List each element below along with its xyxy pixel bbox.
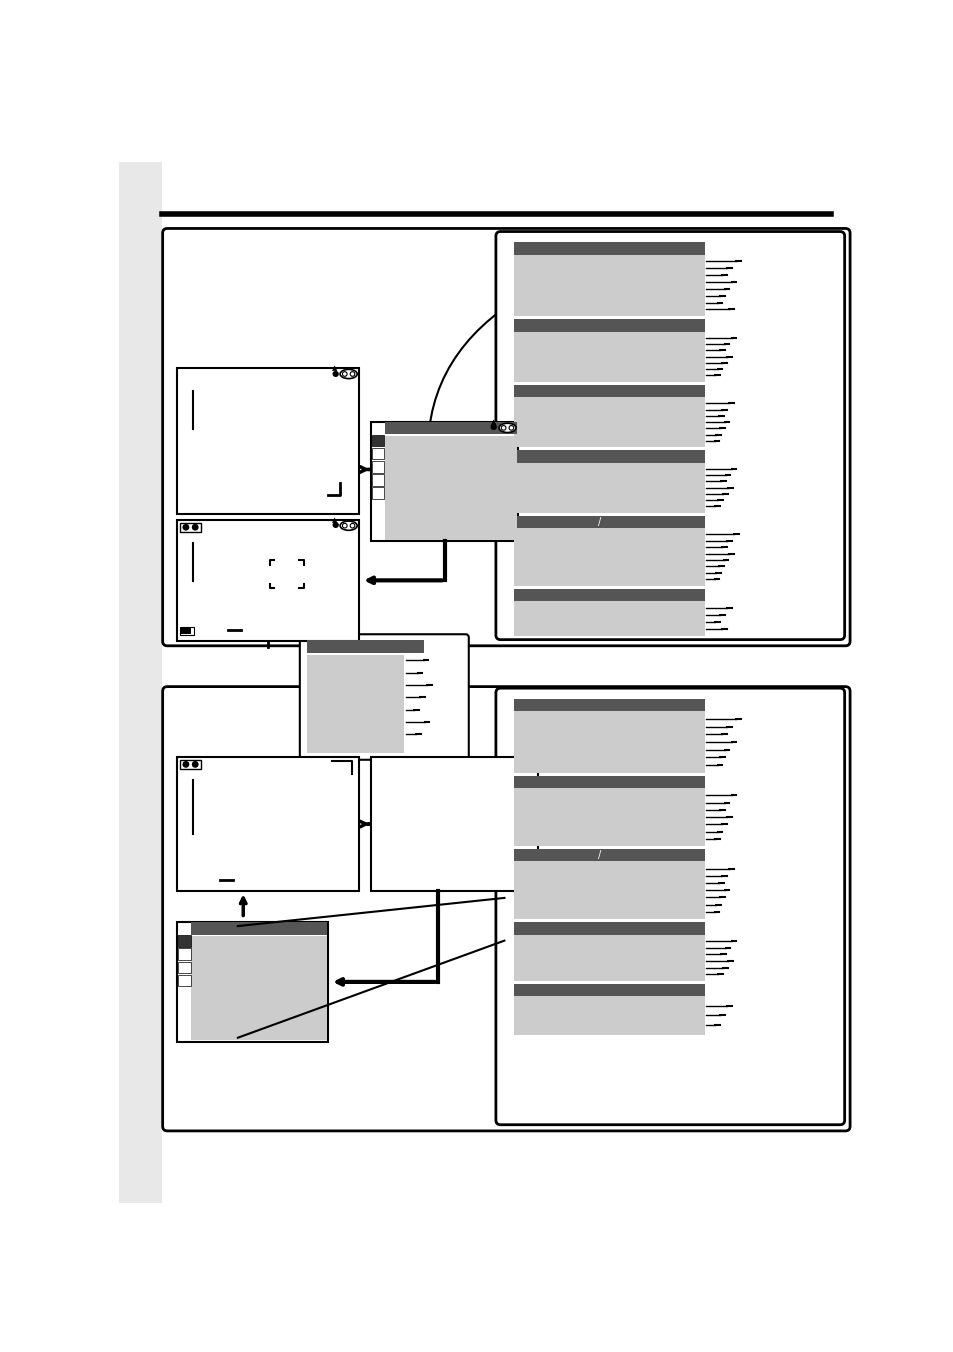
Bar	[514, 397, 704, 448]
Bar	[177, 519, 359, 641]
Bar	[372, 461, 384, 473]
Text: ▲: ▲	[332, 516, 337, 523]
Bar	[372, 487, 384, 499]
Circle shape	[183, 761, 189, 767]
Bar	[514, 934, 704, 980]
FancyBboxPatch shape	[496, 688, 843, 1125]
Bar	[514, 996, 704, 1034]
Bar	[178, 975, 191, 986]
Bar	[385, 435, 517, 539]
Bar	[514, 515, 704, 529]
Circle shape	[193, 761, 197, 767]
Text: ●: ●	[490, 422, 497, 431]
Bar	[514, 984, 704, 996]
Text: ▲: ▲	[332, 365, 337, 372]
Bar	[514, 602, 704, 635]
Bar	[177, 757, 359, 891]
Bar	[178, 961, 191, 973]
Bar	[371, 757, 537, 891]
Bar	[192, 936, 327, 1040]
Bar	[179, 627, 193, 635]
Bar	[179, 760, 201, 769]
Bar	[307, 654, 404, 753]
Bar	[192, 922, 327, 934]
Bar	[178, 936, 191, 946]
Bar	[180, 629, 192, 634]
Bar	[514, 450, 704, 462]
Bar	[514, 849, 704, 861]
Ellipse shape	[340, 369, 356, 379]
Bar	[177, 368, 359, 514]
Text: ●: ●	[331, 369, 338, 377]
Bar	[514, 861, 704, 919]
Text: /: /	[598, 516, 601, 527]
Bar	[178, 948, 191, 960]
Bar	[371, 422, 517, 541]
Bar	[514, 589, 704, 602]
Circle shape	[193, 525, 197, 530]
Text: /: /	[598, 850, 601, 860]
Bar	[372, 475, 384, 485]
Bar	[372, 435, 384, 446]
Bar	[514, 254, 704, 316]
Ellipse shape	[340, 521, 356, 530]
Bar	[514, 776, 704, 788]
Text: ●: ●	[331, 521, 338, 529]
Bar	[514, 331, 704, 381]
FancyBboxPatch shape	[496, 231, 843, 639]
Bar	[179, 523, 201, 531]
Bar	[177, 922, 328, 1041]
Bar	[514, 385, 704, 397]
Circle shape	[183, 525, 189, 530]
Text: ▲: ▲	[491, 419, 496, 425]
Bar	[514, 922, 704, 934]
Bar	[514, 788, 704, 846]
FancyBboxPatch shape	[162, 228, 849, 646]
Bar	[307, 641, 423, 653]
FancyBboxPatch shape	[299, 634, 468, 760]
Bar	[385, 422, 517, 434]
Bar	[119, 162, 162, 1203]
Bar	[514, 699, 704, 711]
Ellipse shape	[498, 423, 516, 433]
Bar	[514, 462, 704, 512]
Bar	[372, 448, 384, 460]
Bar	[514, 319, 704, 331]
Bar	[514, 529, 704, 585]
FancyBboxPatch shape	[162, 687, 849, 1130]
Bar	[514, 242, 704, 254]
Bar	[514, 711, 704, 773]
